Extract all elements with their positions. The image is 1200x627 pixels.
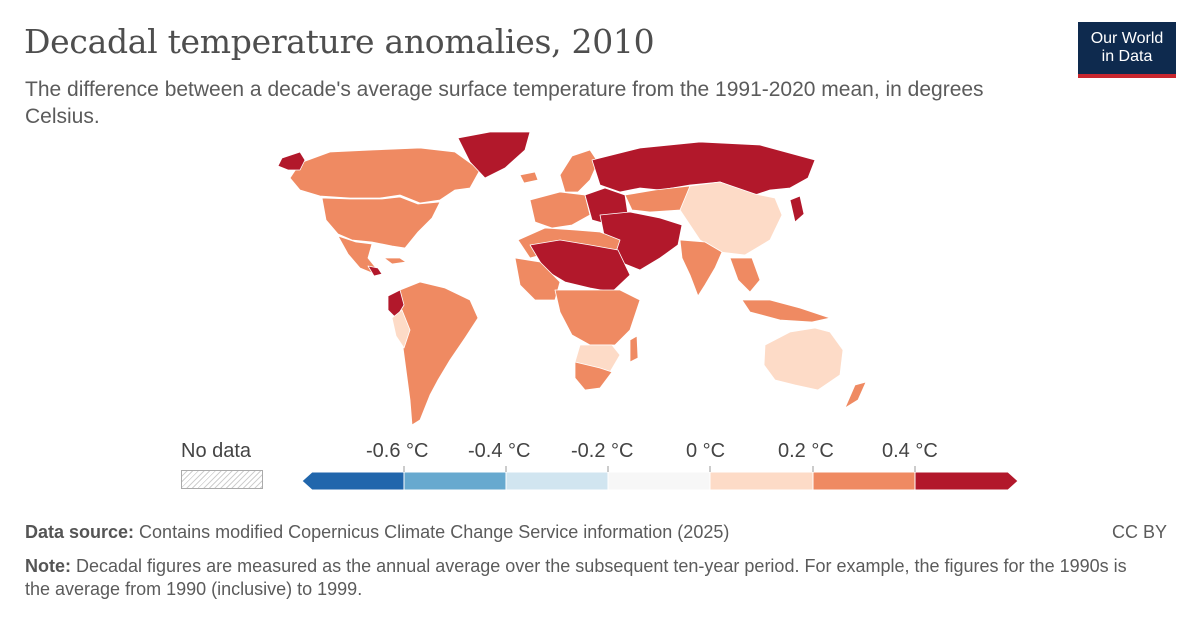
region-central-east-africa[interactable] — [554, 289, 641, 346]
legend-tick-label: -0.6 °C — [366, 440, 429, 462]
region-canada[interactable] — [289, 147, 481, 204]
note-label: Note: — [25, 556, 71, 576]
region-new-zealand[interactable] — [844, 381, 867, 409]
region-iceland[interactable] — [519, 171, 539, 184]
region-scandinavia[interactable] — [559, 149, 599, 193]
region-alaska[interactable] — [277, 151, 306, 171]
legend-tick-label: 0.2 °C — [778, 440, 834, 462]
region-indonesia[interactable] — [741, 299, 831, 323]
region-united-states[interactable] — [321, 196, 441, 249]
region-southeast-asia[interactable] — [729, 257, 761, 293]
note-text: Decadal figures are measured as the annu… — [25, 556, 1127, 599]
logo-line-1: Our World — [1090, 30, 1164, 47]
license-link[interactable]: CC BY — [1112, 522, 1168, 542]
logo-accent-bar — [1078, 74, 1176, 78]
region-korea-japan[interactable] — [789, 195, 805, 223]
chart-subtitle: The difference between a decade's averag… — [25, 78, 984, 128]
region-russia[interactable] — [591, 141, 816, 196]
region-western-europe[interactable] — [529, 191, 591, 229]
chart-note: Note: Decadal figures are measured as th… — [25, 555, 1145, 601]
region-india[interactable] — [679, 239, 723, 297]
region-china[interactable] — [679, 181, 783, 256]
region-south-america[interactable] — [394, 281, 479, 426]
owid-logo[interactable]: Our World in Data — [1078, 22, 1176, 78]
source-text[interactable]: Contains modified Copernicus Climate Cha… — [134, 522, 730, 542]
logo-line-2: in Data — [1101, 48, 1153, 65]
region-sahara[interactable] — [529, 239, 631, 293]
legend-tick-label: 0.4 °C — [882, 440, 938, 462]
data-source: Data source: Contains modified Copernicu… — [25, 522, 729, 543]
region-west-africa[interactable] — [514, 257, 561, 301]
region-central-america[interactable] — [367, 265, 383, 277]
legend-tick-label: -0.2 °C — [571, 440, 634, 462]
region-madagascar[interactable] — [629, 335, 639, 363]
region-caribbean[interactable] — [383, 257, 407, 265]
legend-no-data-label: No data — [181, 440, 252, 462]
region-greenland[interactable] — [457, 131, 531, 179]
legend-tick-label: -0.4 °C — [468, 440, 531, 462]
region-peru[interactable] — [391, 309, 411, 349]
legend-no-data-swatch[interactable] — [181, 470, 263, 489]
source-label: Data source: — [25, 522, 135, 542]
chart-title: Decadal temperature anomalies, 2010 — [24, 22, 655, 61]
region-australia[interactable] — [763, 327, 844, 391]
region-south-africa[interactable] — [574, 361, 613, 391]
legend-tick-label: 0 °C — [686, 440, 726, 462]
